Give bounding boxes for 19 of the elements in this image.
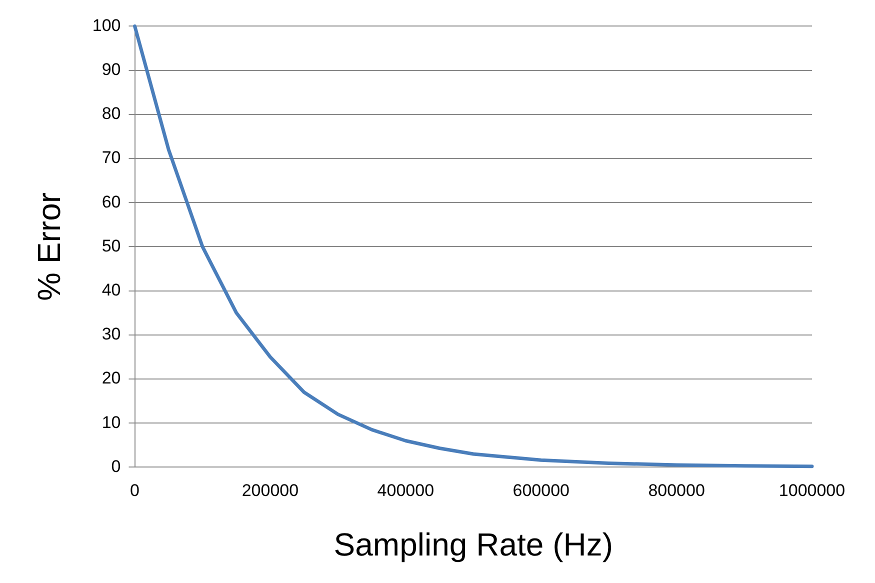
y-tick-label: 40 xyxy=(102,280,121,300)
y-tick-label: 0 xyxy=(111,456,121,476)
x-tick-label: 400000 xyxy=(377,481,434,500)
x-tick-label: 800000 xyxy=(648,481,705,500)
y-tick-label: 60 xyxy=(102,192,121,212)
x-tick-label: 200000 xyxy=(242,481,299,500)
y-tick-label: 50 xyxy=(102,236,121,256)
x-tick-label: 1000000 xyxy=(778,481,846,500)
y-axis-title: % Error xyxy=(31,192,68,301)
y-tick-label: 90 xyxy=(102,60,121,79)
y-tick-label: 70 xyxy=(102,148,121,168)
y-tick-label: 20 xyxy=(102,368,121,388)
y-tick-label: 100 xyxy=(92,16,121,35)
x-axis-title: Sampling Rate (Hz) xyxy=(334,526,613,563)
x-tick-label: 0 xyxy=(130,481,140,500)
y-tick-label: 80 xyxy=(102,104,121,124)
y-tick-label: 30 xyxy=(102,324,121,344)
y-tick-label: 10 xyxy=(102,412,121,432)
x-tick-label: 600000 xyxy=(512,481,570,500)
